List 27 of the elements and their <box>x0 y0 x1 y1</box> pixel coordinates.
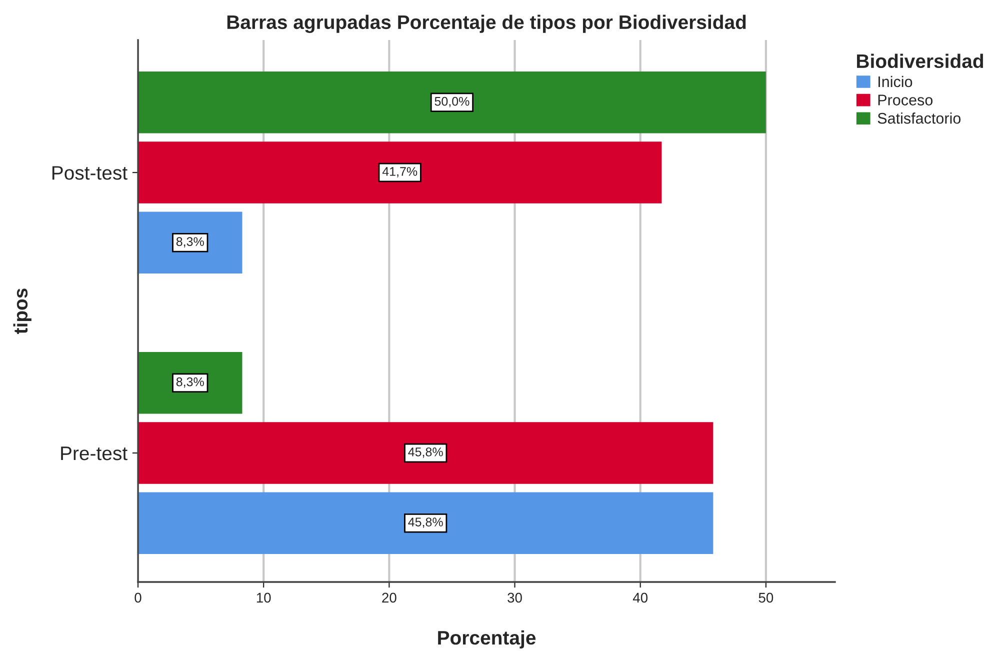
data-label: 41,7% <box>382 167 418 178</box>
legend-title: Biodiversidad <box>857 54 984 68</box>
bar <box>138 492 714 554</box>
data-label: 50,0% <box>434 96 470 108</box>
bar <box>138 352 242 414</box>
x-tick-label: 10 <box>256 592 271 603</box>
bar <box>138 72 766 134</box>
bar <box>138 422 714 484</box>
legend-label: Proceso <box>878 94 933 106</box>
data-label: 8,3% <box>176 377 204 388</box>
data-label: 8,3% <box>176 237 204 248</box>
chart-title: Barras agrupadas Porcentaje de tipos por Biodiversidad <box>227 14 746 34</box>
x-tick-label: 0 <box>134 592 142 603</box>
x-tick-label: 20 <box>382 592 396 603</box>
x-tick-label: 50 <box>758 592 774 603</box>
data-label: 45,8% <box>408 518 443 528</box>
bar <box>138 142 662 204</box>
legend-label: Inicio <box>878 76 912 88</box>
x-tick-label: 30 <box>508 592 522 603</box>
y-axis-title: tipos <box>13 288 32 334</box>
x-tick-label: 40 <box>632 592 648 603</box>
legend-label: Satisfactorio <box>878 112 961 124</box>
data-label: 45,8% <box>408 447 443 458</box>
y-tick-label: Post-test <box>52 166 128 180</box>
y-tick-label: Pre-test <box>61 446 128 460</box>
x-axis-title: Porcentaje <box>438 630 536 648</box>
bar <box>138 212 242 274</box>
